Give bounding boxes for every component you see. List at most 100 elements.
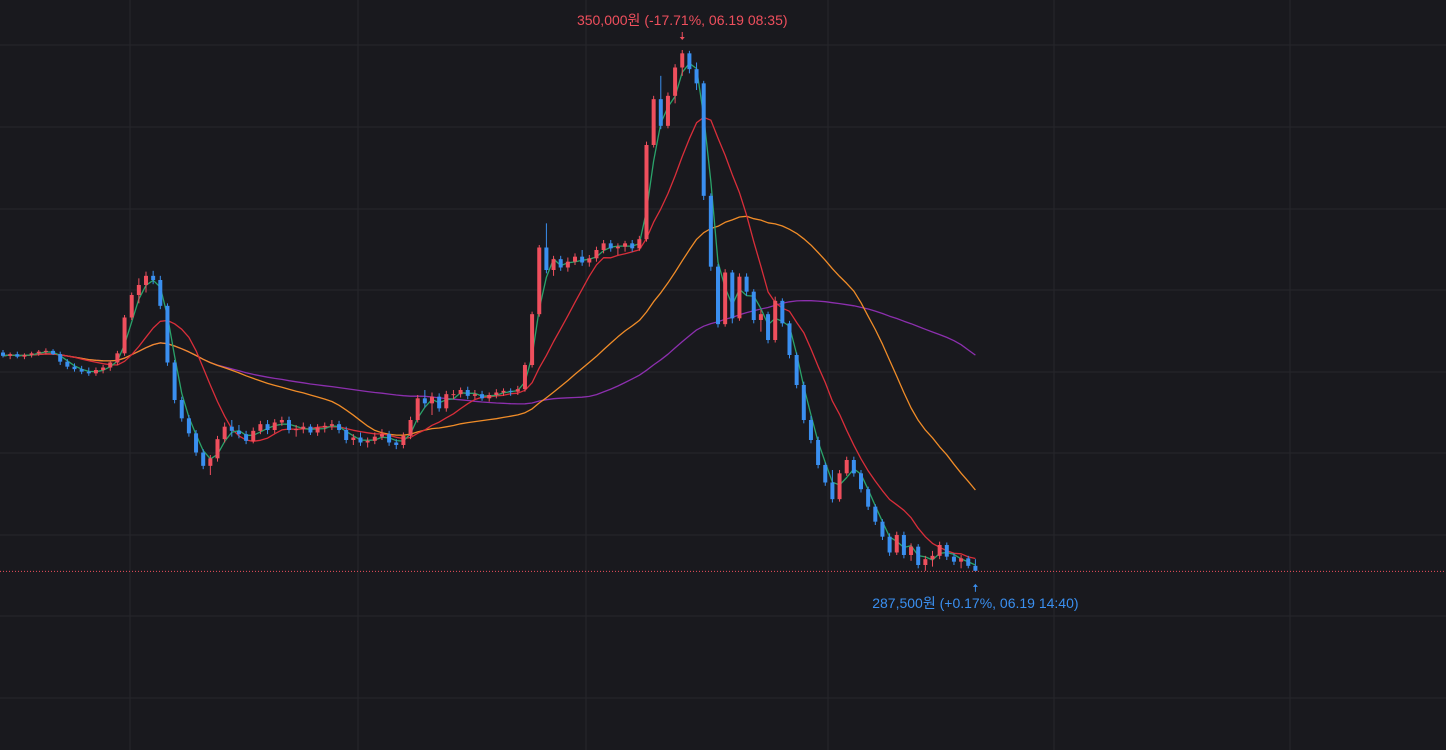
candle[interactable] xyxy=(522,362,527,392)
candle[interactable] xyxy=(565,257,570,272)
candle[interactable] xyxy=(337,420,342,434)
candle[interactable] xyxy=(930,550,935,567)
candle[interactable] xyxy=(401,432,406,449)
candle[interactable] xyxy=(859,470,863,493)
candle[interactable] xyxy=(236,425,241,439)
candle[interactable] xyxy=(43,348,48,355)
candle[interactable] xyxy=(608,240,613,252)
candle[interactable] xyxy=(101,365,106,374)
candle[interactable] xyxy=(329,420,334,430)
candle[interactable] xyxy=(816,436,821,469)
candle[interactable] xyxy=(758,310,763,332)
candle[interactable] xyxy=(851,456,856,477)
candle[interactable] xyxy=(623,240,628,252)
candle[interactable] xyxy=(644,141,649,242)
candle[interactable] xyxy=(844,456,849,476)
candle[interactable] xyxy=(194,430,199,456)
candle[interactable] xyxy=(794,352,799,389)
candle[interactable] xyxy=(351,434,356,445)
candle[interactable] xyxy=(208,455,213,475)
candle[interactable] xyxy=(229,420,234,437)
candle[interactable] xyxy=(651,95,656,148)
candle[interactable] xyxy=(909,543,914,561)
candle[interactable] xyxy=(437,393,442,412)
candle[interactable] xyxy=(837,470,842,502)
candle[interactable] xyxy=(79,365,84,375)
candle[interactable] xyxy=(308,424,313,435)
candle[interactable] xyxy=(315,424,320,436)
candle[interactable] xyxy=(1,350,5,358)
candle[interactable] xyxy=(158,275,163,310)
candle[interactable] xyxy=(36,350,41,356)
candle[interactable] xyxy=(165,303,170,366)
candle[interactable] xyxy=(22,353,27,360)
candle[interactable] xyxy=(544,223,549,274)
candle[interactable] xyxy=(444,390,449,412)
candle[interactable] xyxy=(537,245,542,317)
candle[interactable] xyxy=(966,555,971,569)
candle[interactable] xyxy=(372,432,377,445)
candle[interactable] xyxy=(787,320,792,359)
candle[interactable] xyxy=(973,559,978,571)
candle[interactable] xyxy=(823,462,828,486)
candle[interactable] xyxy=(558,255,563,271)
candle[interactable] xyxy=(430,392,434,416)
candle[interactable] xyxy=(551,255,556,276)
candle[interactable] xyxy=(287,416,291,434)
candle[interactable] xyxy=(379,429,384,440)
candle[interactable] xyxy=(601,240,606,254)
candle[interactable] xyxy=(658,75,663,130)
candle[interactable] xyxy=(122,315,127,356)
candle[interactable] xyxy=(494,389,499,399)
candle[interactable] xyxy=(86,367,91,376)
candle[interactable] xyxy=(880,519,885,540)
candle[interactable] xyxy=(830,470,835,503)
candle[interactable] xyxy=(630,240,635,252)
candles[interactable] xyxy=(1,50,978,571)
candle[interactable] xyxy=(951,553,956,565)
candle[interactable] xyxy=(944,542,949,561)
candle[interactable] xyxy=(916,544,921,569)
candle[interactable] xyxy=(472,390,477,400)
candle[interactable] xyxy=(901,531,906,559)
candle[interactable] xyxy=(708,193,713,271)
candle[interactable] xyxy=(687,50,692,74)
candle[interactable] xyxy=(93,367,98,376)
candle[interactable] xyxy=(530,311,535,368)
candle[interactable] xyxy=(322,422,327,433)
candle[interactable] xyxy=(65,359,70,370)
candle[interactable] xyxy=(808,415,813,444)
candle[interactable] xyxy=(201,449,206,470)
candle[interactable] xyxy=(801,381,806,424)
candle[interactable] xyxy=(365,437,370,448)
candle[interactable] xyxy=(923,555,928,571)
candle[interactable] xyxy=(258,420,263,435)
candle[interactable] xyxy=(451,390,456,400)
candle[interactable] xyxy=(215,435,220,462)
candle[interactable] xyxy=(358,432,363,446)
candle[interactable] xyxy=(15,351,20,359)
candle[interactable] xyxy=(115,350,120,365)
candle[interactable] xyxy=(72,363,77,372)
candle[interactable] xyxy=(279,416,284,426)
candle[interactable] xyxy=(301,422,306,434)
candle[interactable] xyxy=(873,504,878,525)
candle[interactable] xyxy=(716,264,720,328)
candle[interactable] xyxy=(780,298,785,327)
candle[interactable] xyxy=(129,292,134,321)
candle[interactable] xyxy=(508,388,513,396)
candle[interactable] xyxy=(136,278,141,304)
candle[interactable] xyxy=(615,243,620,255)
candle[interactable] xyxy=(701,80,706,200)
candle[interactable] xyxy=(294,425,299,437)
candle[interactable] xyxy=(487,392,492,402)
candle[interactable] xyxy=(186,415,191,437)
candle[interactable] xyxy=(108,360,113,371)
candle[interactable] xyxy=(580,250,585,266)
candle[interactable] xyxy=(665,92,670,129)
candle[interactable] xyxy=(723,269,728,327)
candle[interactable] xyxy=(937,541,942,560)
candle[interactable] xyxy=(744,273,749,296)
